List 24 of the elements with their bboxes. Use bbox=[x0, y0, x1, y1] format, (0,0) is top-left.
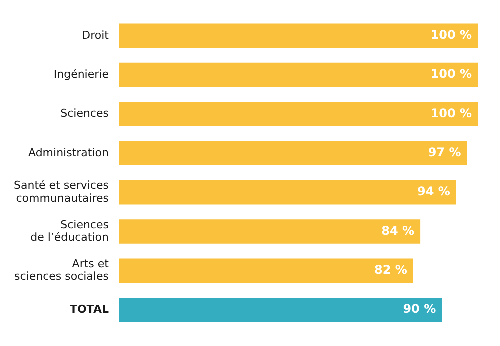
bar bbox=[118, 180, 456, 205]
bar bbox=[118, 62, 478, 88]
bar bbox=[118, 258, 414, 284]
y-tick-label: Santé et services communautaires bbox=[14, 179, 110, 205]
data-label: 90 % bbox=[403, 302, 436, 316]
y-tick-label: Ingénierie bbox=[54, 68, 110, 81]
bar bbox=[118, 24, 478, 48]
data-label: 82 % bbox=[374, 263, 408, 278]
y-tick-label: Sciences bbox=[60, 107, 110, 120]
bar bbox=[118, 298, 442, 322]
y-tick-label: Droit bbox=[82, 28, 110, 42]
y-tick-label: Sciences de l’éducation bbox=[30, 218, 110, 244]
bar bbox=[118, 220, 421, 244]
data-label: 97 % bbox=[428, 146, 462, 160]
data-label: 84 % bbox=[382, 224, 415, 238]
bar bbox=[118, 141, 468, 166]
data-label: 94 % bbox=[418, 184, 450, 199]
y-tick-label: TOTAL bbox=[70, 302, 109, 316]
data-label: 100 % bbox=[430, 67, 472, 82]
y-tick-label: Administration bbox=[28, 146, 109, 160]
data-label: 100 % bbox=[430, 28, 472, 42]
data-label: 100 % bbox=[430, 106, 472, 120]
bar bbox=[118, 102, 478, 126]
y-tick-label: Arts et sciences sociales bbox=[14, 257, 110, 284]
